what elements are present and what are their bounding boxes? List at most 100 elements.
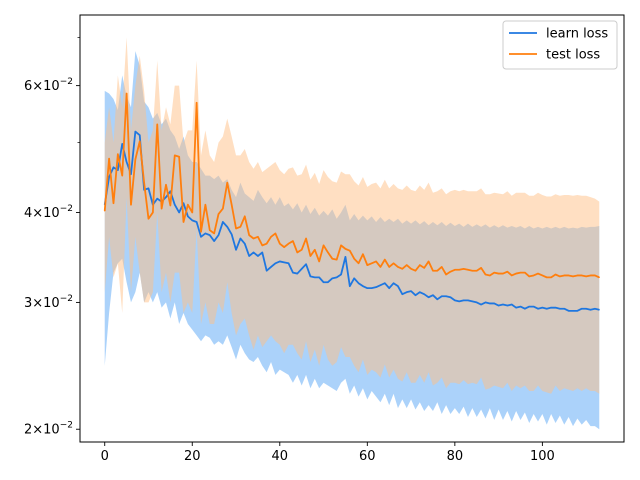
learn-loss-point bbox=[305, 263, 307, 265]
learn-loss-point bbox=[493, 302, 495, 305]
learn-loss-point bbox=[248, 255, 250, 257]
learn-loss-point bbox=[112, 166, 115, 168]
learn-loss-point bbox=[296, 272, 298, 275]
test-loss-point bbox=[222, 207, 224, 210]
learn-loss-point bbox=[117, 169, 119, 171]
x-tick-label: 80 bbox=[447, 449, 464, 464]
test-loss-point bbox=[196, 102, 198, 104]
test-loss-point bbox=[270, 236, 272, 238]
y-tick-label: 2×10−2 bbox=[24, 421, 73, 438]
learn-loss-point bbox=[318, 276, 320, 278]
test-loss-point bbox=[274, 232, 277, 235]
test-loss-point bbox=[419, 264, 421, 266]
learn-loss-point bbox=[419, 291, 421, 293]
test-loss-point bbox=[476, 270, 478, 272]
test-loss-point bbox=[436, 270, 438, 272]
test-loss-point bbox=[563, 274, 565, 277]
test-loss-point bbox=[572, 275, 574, 278]
test-loss-point bbox=[336, 259, 338, 261]
test-loss-point bbox=[178, 156, 180, 158]
learn-loss-point bbox=[231, 233, 233, 235]
learn-loss-point bbox=[371, 287, 373, 289]
learn-loss-point bbox=[331, 277, 333, 279]
learn-loss-point bbox=[174, 204, 176, 206]
learn-loss-point bbox=[410, 290, 412, 292]
test-loss-point bbox=[498, 272, 500, 275]
learn-loss-point bbox=[458, 300, 460, 302]
learn-loss-point bbox=[349, 285, 351, 287]
learn-loss-point bbox=[270, 266, 272, 268]
test-loss-point bbox=[104, 210, 106, 212]
learn-loss-point bbox=[209, 234, 211, 236]
learn-loss-point bbox=[191, 219, 193, 221]
test-loss-point bbox=[252, 237, 255, 240]
learn-loss-point bbox=[519, 306, 522, 308]
learn-loss-legend-label: learn loss bbox=[546, 27, 608, 42]
test-loss-point bbox=[200, 231, 202, 233]
learn-loss-points bbox=[104, 130, 600, 312]
test-loss-line bbox=[103, 92, 600, 279]
test-loss-point bbox=[353, 258, 355, 260]
learn-loss-point bbox=[489, 302, 491, 305]
test-loss-point bbox=[449, 271, 452, 273]
learn-loss-point bbox=[134, 130, 136, 133]
learn-loss-point bbox=[217, 234, 220, 236]
learn-loss-point bbox=[388, 287, 390, 289]
test-loss-point bbox=[375, 260, 377, 263]
learn-loss-point bbox=[226, 226, 228, 228]
learn-loss-point bbox=[401, 293, 403, 295]
test-loss-point bbox=[139, 140, 141, 142]
learn-loss-point bbox=[379, 284, 382, 286]
y-tick-exponent: −2 bbox=[60, 421, 73, 431]
learn-loss-point bbox=[279, 260, 281, 263]
test-loss-point bbox=[432, 270, 434, 272]
test-loss-points bbox=[104, 92, 600, 278]
test-loss-point bbox=[502, 272, 504, 275]
test-loss-point bbox=[182, 221, 185, 223]
test-loss-point bbox=[117, 153, 119, 155]
test-loss-point bbox=[209, 229, 211, 231]
test-loss-point bbox=[143, 182, 145, 184]
learn-loss-point bbox=[550, 307, 552, 309]
test-loss-point bbox=[121, 175, 123, 177]
test-loss-point bbox=[484, 273, 487, 276]
test-loss-point bbox=[454, 269, 456, 271]
test-loss-point bbox=[559, 275, 561, 278]
learn-loss-point bbox=[274, 262, 277, 264]
learn-loss-point bbox=[261, 251, 263, 254]
test-loss-point bbox=[362, 253, 364, 255]
learn-loss-point bbox=[585, 308, 587, 310]
learn-loss-point bbox=[541, 307, 543, 309]
learn-loss-point bbox=[244, 243, 246, 245]
learn-loss-point bbox=[436, 298, 438, 300]
test-loss-point bbox=[528, 275, 530, 278]
test-loss-point bbox=[191, 211, 193, 214]
test-loss-point bbox=[231, 204, 233, 206]
test-loss-point bbox=[108, 158, 110, 160]
test-loss-point bbox=[130, 204, 132, 206]
test-loss-point bbox=[397, 266, 399, 268]
learn-loss-point bbox=[235, 249, 237, 251]
x-tick-label: 0 bbox=[101, 449, 109, 464]
test-loss-point bbox=[156, 123, 158, 126]
learn-loss-point bbox=[366, 287, 368, 289]
test-loss-point bbox=[305, 237, 307, 240]
learn-loss-point bbox=[598, 309, 600, 311]
test-loss-point bbox=[554, 273, 557, 276]
test-loss-point bbox=[568, 274, 570, 277]
test-loss-point bbox=[279, 243, 281, 245]
learn-loss-point bbox=[200, 236, 202, 238]
test-loss-point bbox=[541, 274, 543, 277]
test-loss-point bbox=[112, 202, 115, 204]
test-loss-point bbox=[204, 204, 206, 206]
learn-loss-point bbox=[178, 211, 180, 214]
test-loss-point bbox=[322, 244, 325, 246]
test-loss-point bbox=[261, 244, 263, 246]
y-tick-label: 4×10−2 bbox=[24, 204, 73, 221]
test-loss-point bbox=[357, 262, 360, 264]
learn-loss-point bbox=[441, 295, 443, 297]
y-tick-exponent: −2 bbox=[60, 77, 73, 87]
test-loss-point bbox=[524, 272, 526, 274]
learn-loss-point bbox=[392, 282, 395, 284]
learn-loss-point bbox=[147, 187, 150, 189]
